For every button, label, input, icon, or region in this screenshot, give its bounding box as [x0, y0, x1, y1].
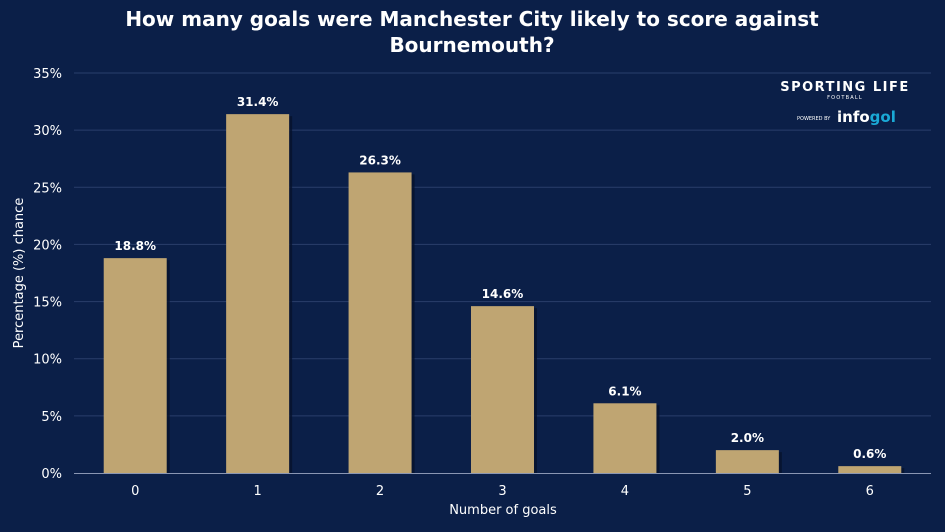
- bar-4: [593, 403, 657, 473]
- data-label-1: 31.4%: [237, 95, 279, 109]
- infogol-logo: infogol: [837, 108, 896, 126]
- chart-title-line-1: How many goals were Manchester City like…: [125, 7, 819, 31]
- data-label-6: 0.6%: [853, 447, 886, 461]
- sporting-life-logo: SPORTING LIFE FOOTBALL POWERED BY infogo…: [780, 80, 910, 126]
- x-tick-label: 1: [254, 484, 262, 499]
- brand-name: SPORTING LIFE: [780, 80, 910, 95]
- gridlines: [74, 72, 931, 417]
- y-tick-label: 20%: [33, 238, 62, 253]
- data-label-5: 2.0%: [731, 431, 764, 445]
- chart-title: How many goals were Manchester City like…: [125, 7, 819, 57]
- chart-title-line-2: Bournemouth?: [389, 33, 554, 57]
- infogol-logo-info: info: [837, 108, 870, 126]
- bar-2: [348, 172, 412, 473]
- y-tick-label: 0%: [41, 467, 62, 482]
- y-tick-label: 35%: [33, 67, 62, 82]
- data-label-3: 14.6%: [482, 287, 524, 301]
- y-tick-label: 30%: [33, 124, 62, 139]
- data-label-2: 26.3%: [359, 153, 401, 167]
- y-tick-label: 15%: [33, 296, 62, 311]
- x-tick-label: 4: [621, 484, 629, 499]
- powered-by-label: POWERED BY: [797, 116, 831, 122]
- y-tick-label: 5%: [41, 410, 62, 425]
- bars: 18.8% 31.4% 26.3% 14.6% 6.1% 2.0% 0.6%: [103, 95, 905, 474]
- y-tick-label: 25%: [33, 181, 62, 196]
- bar-3: [471, 306, 534, 473]
- x-tick-label: 0: [131, 484, 139, 499]
- bar-0: [103, 258, 167, 473]
- bar-6: [838, 466, 902, 473]
- x-tick-label: 2: [376, 484, 384, 499]
- brand-section: FOOTBALL: [827, 95, 863, 101]
- y-axis-ticks: 0% 5% 10% 15% 20% 25% 30% 35%: [33, 67, 62, 482]
- x-tick-label: 3: [498, 484, 506, 499]
- infogol-logo-gol: gol: [870, 108, 896, 126]
- x-axis-label: Number of goals: [449, 503, 557, 518]
- y-tick-label: 10%: [33, 353, 62, 368]
- y-axis-label: Percentage (%) chance: [12, 198, 27, 349]
- data-label-4: 6.1%: [608, 384, 641, 398]
- bar-5: [715, 450, 779, 473]
- x-axis-ticks: 0 1 2 3 4 5 6: [131, 484, 874, 499]
- bar-1: [226, 114, 290, 474]
- x-tick-label: 6: [866, 484, 874, 499]
- data-label-0: 18.8%: [114, 239, 156, 253]
- x-tick-label: 5: [743, 484, 751, 499]
